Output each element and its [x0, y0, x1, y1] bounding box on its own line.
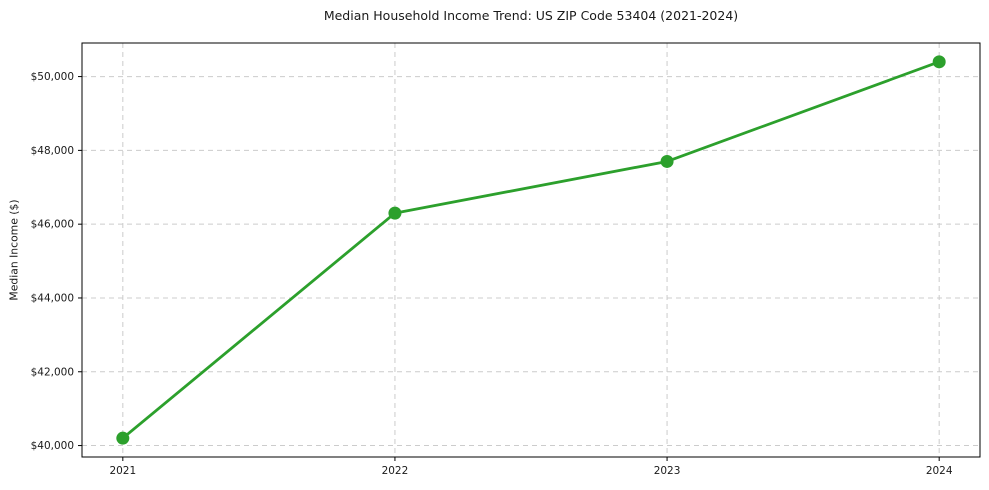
x-tick-label: 2021 — [109, 465, 136, 477]
y-tick-label: $48,000 — [31, 145, 74, 157]
data-point-marker — [932, 55, 946, 69]
x-tick-label: 2023 — [654, 465, 681, 477]
trend-line — [121, 60, 941, 440]
y-tick-label: $50,000 — [31, 71, 74, 83]
plot-border — [81, 42, 981, 458]
chart-title: Median Household Income Trend: US ZIP Co… — [323, 8, 739, 23]
y-tick-label: $46,000 — [31, 219, 74, 231]
data-point-marker — [388, 206, 402, 220]
y-tick-label: $40,000 — [31, 440, 74, 452]
y-tick-label: $44,000 — [31, 292, 74, 304]
x-tick-label: 2022 — [382, 465, 409, 477]
data-point-marker — [660, 154, 674, 168]
y-axis-label: Median Income ($) — [7, 199, 21, 301]
y-tick-label: $42,000 — [31, 366, 74, 378]
x-tick-label: 2024 — [926, 465, 953, 477]
data-point-marker — [116, 431, 130, 445]
